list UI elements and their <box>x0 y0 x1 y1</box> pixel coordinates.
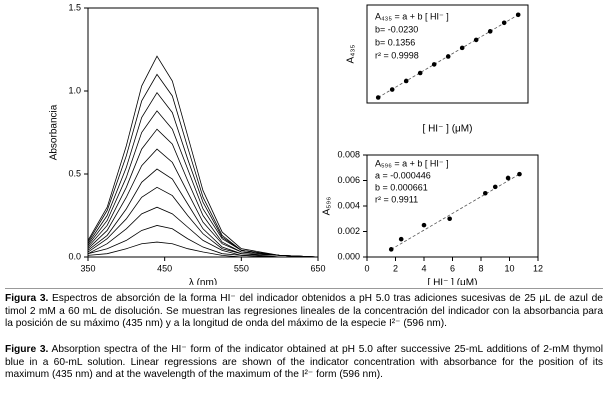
data-point <box>417 70 423 76</box>
data-point <box>482 190 488 196</box>
caption-es: Figura 3. Espectros de absorción de la f… <box>5 293 603 331</box>
y-tick-label: 0.0 <box>68 251 81 261</box>
annotation: b= 0.1356 <box>375 37 415 47</box>
x-axis-label: [ HI⁻ ] (μM) <box>428 278 478 285</box>
figure: 0.0 0.5 1.0 1.5 350 450 550 650 λ (nm) Absorbanci… <box>49 2 543 288</box>
data-point <box>459 45 465 51</box>
data-point <box>501 20 507 26</box>
x-tick-label: 350 <box>80 263 95 273</box>
spectrum-line <box>87 110 319 258</box>
data-point <box>515 12 521 18</box>
annotation: a = -0.000446 <box>375 170 431 180</box>
spectrum-line <box>87 73 319 258</box>
x-axis-label: [ HI⁻ ] (μM) <box>423 124 473 135</box>
data-point <box>473 37 479 43</box>
x-tick-label: 650 <box>310 263 325 273</box>
separator <box>5 288 603 289</box>
caption-label: Figura 3. <box>5 293 49 304</box>
x-tick-label: 4 <box>421 263 426 273</box>
annotation: b = 0.000661 <box>375 182 428 192</box>
caption-text: Absorption spectra of the HI⁻ form of th… <box>5 344 603 381</box>
annotation: r² = 0.9998 <box>375 50 419 60</box>
spectrum-line <box>87 168 319 258</box>
y-axis-label: A₅₉₆ <box>322 197 333 216</box>
data-point <box>388 247 394 252</box>
data-point <box>447 216 452 222</box>
spectrum-line <box>87 225 318 258</box>
x-tick-label: 2 <box>393 263 398 273</box>
annotation: b= -0.0230 <box>375 24 418 34</box>
caption-text: Espectros de absorción de la forma HI⁻ d… <box>5 293 603 330</box>
x-tick-label: 450 <box>157 263 172 273</box>
y-tick-label: 0.5 <box>68 168 81 178</box>
caption-en: Figure 3. Absorption spectra of the HI⁻ … <box>5 344 603 382</box>
data-point <box>421 222 427 228</box>
y-axis-label: Absorbancia <box>49 104 60 160</box>
y-tick-label: 1.5 <box>68 2 81 12</box>
data-point <box>505 175 511 181</box>
x-tick-label: 12 <box>533 263 543 273</box>
spectrum-line <box>87 128 319 258</box>
spectrum-line <box>87 91 319 258</box>
y-tick-label: 1.0 <box>68 85 81 95</box>
y-tick-label: 0.000 <box>337 251 360 261</box>
data-point <box>487 29 493 34</box>
x-tick-label: 6 <box>450 263 455 273</box>
x-tick-label: 10 <box>504 263 514 273</box>
y-tick-label: 0.008 <box>337 149 360 159</box>
x-axis-label: λ (nm) <box>189 278 217 285</box>
y-tick-label: 0.006 <box>337 175 360 185</box>
data-point <box>431 62 437 67</box>
spectrum-line <box>87 186 318 258</box>
data-point <box>445 54 451 59</box>
y-axis-label: A₄₃₅ <box>346 45 357 64</box>
spectrum-line <box>87 55 319 258</box>
annotation: A₅₉₆ = a + b [ HI⁻ ] <box>375 158 449 168</box>
x-tick-label: 0 <box>364 263 369 273</box>
plot-frame <box>87 7 319 258</box>
data-point <box>389 87 395 92</box>
annotation: A₄₃₅ = a + b [ HI⁻ ] <box>375 11 449 21</box>
x-tick-label: 550 <box>234 263 249 273</box>
y-tick-label: 0.002 <box>337 226 360 236</box>
data-point <box>403 78 409 84</box>
data-point <box>398 236 404 242</box>
annotation: r² = 0.9911 <box>375 194 418 204</box>
spectrum-line <box>87 148 319 258</box>
data-point <box>492 184 498 190</box>
caption-label: Figure 3. <box>5 344 49 355</box>
spectrum-line <box>87 241 318 258</box>
y-tick-label: 0.004 <box>337 200 360 210</box>
x-tick-label: 8 <box>478 263 483 273</box>
data-point <box>517 171 522 177</box>
data-point <box>375 95 381 100</box>
plot-frame <box>366 4 529 104</box>
